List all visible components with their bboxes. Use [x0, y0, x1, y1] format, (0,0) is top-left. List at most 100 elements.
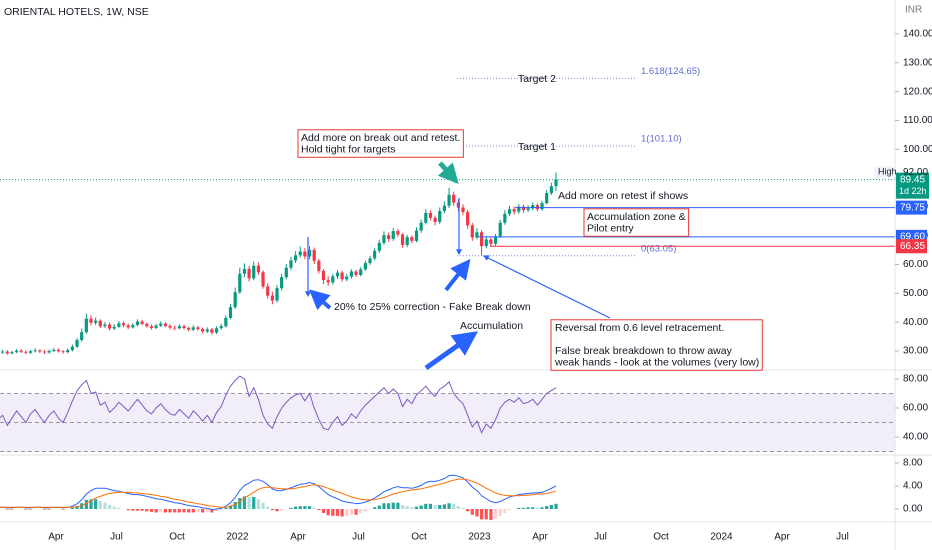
histogram-bar [94, 499, 98, 510]
histogram-bar [159, 509, 163, 512]
candle-body [452, 194, 456, 203]
histogram-bar [475, 509, 479, 517]
histogram-bar [480, 509, 484, 520]
time-label: 2024 [710, 532, 733, 543]
histogram-bar [98, 500, 102, 510]
candle-body [266, 286, 270, 296]
candle-body [461, 207, 465, 213]
y-tick-label: 30.00 [903, 346, 928, 357]
blue-arrow [444, 258, 471, 292]
target-label: Target 1 [518, 141, 556, 153]
high-tag-label: High [878, 167, 897, 177]
time-label: Apr [532, 532, 548, 543]
y-tick-label: 80.00 [903, 374, 928, 385]
candle-body [61, 351, 65, 353]
histogram-bar [493, 509, 498, 519]
candle-body [191, 327, 195, 330]
candle-body [163, 323, 167, 326]
y-tick-label: 60.00 [903, 403, 928, 414]
blue-arrow [309, 289, 332, 311]
histogram-bar [466, 509, 470, 512]
histogram-bar [280, 509, 284, 511]
histogram-bar [363, 509, 367, 512]
histogram-bar [373, 507, 377, 510]
candle-body [554, 179, 558, 187]
candle-body [238, 273, 242, 293]
candle-body [512, 209, 516, 212]
candle-body [373, 250, 377, 259]
candle-body [112, 326, 116, 329]
candle-body [298, 251, 302, 256]
candle-body [117, 323, 121, 327]
candle-body [396, 231, 400, 235]
candle-body [489, 239, 493, 244]
candle-body [252, 265, 256, 279]
annotation-box [550, 319, 763, 371]
candle-body [317, 260, 321, 271]
candle-body [242, 268, 247, 274]
candle-body [303, 251, 307, 257]
y-tick-label: 60.00 [903, 259, 928, 270]
annotation-text: Add more on retest if shows [558, 190, 688, 202]
candle-body [159, 323, 163, 326]
histogram-bar [201, 509, 205, 513]
price-level-label: 66.35 [900, 241, 925, 252]
histogram-bar [554, 503, 558, 510]
annotation: Add more on break out and retest.Hold ti… [297, 129, 464, 158]
fib-label: 0(63.05) [641, 243, 676, 254]
histogram-bar [484, 509, 488, 520]
candle-body [414, 230, 419, 241]
rsi-line [0, 375, 557, 434]
candle-body [38, 350, 42, 352]
time-label: Oct [653, 532, 669, 543]
histogram-bar [321, 509, 326, 514]
candle-body [289, 260, 293, 268]
histogram-bar [428, 503, 433, 510]
candle-body [108, 324, 112, 329]
candle-body [382, 235, 386, 243]
candle-body [517, 206, 521, 212]
fib-label: 1(101.10) [641, 134, 682, 145]
price-level-label: 79.75 [900, 202, 925, 213]
annotation-box [583, 208, 690, 237]
time-label: Jul [594, 532, 607, 543]
candle-body [214, 328, 219, 333]
annotation-text: Hold tight for targets [301, 143, 396, 155]
histogram-bar [284, 509, 288, 510]
y-tick-label: 130.00 [903, 57, 932, 68]
candle-body [470, 225, 474, 238]
annotation: Reversal from 0.6 level retracement. Fals… [550, 319, 763, 371]
candle-body [94, 320, 98, 323]
histogram-bar [531, 507, 535, 510]
histogram-bar [359, 509, 363, 514]
candle-body [173, 327, 177, 329]
histogram-bar [456, 506, 460, 510]
candle-body [52, 349, 56, 351]
high-tag [874, 166, 895, 179]
annotation-text: Pilot entry [587, 222, 634, 234]
accumulation-arrow [424, 331, 479, 371]
histogram-bar [163, 509, 167, 513]
candle-body [84, 318, 88, 333]
histogram-bar [80, 503, 84, 510]
candle-body [349, 271, 353, 277]
histogram-bar [177, 509, 181, 513]
y-tick-label: 40.00 [903, 317, 928, 328]
candle-body [419, 222, 423, 231]
candle-body [359, 269, 363, 275]
candle-body [135, 321, 140, 326]
candle-body [540, 203, 544, 210]
histogram-bar [10, 509, 14, 510]
candle-body [498, 222, 502, 237]
candle-body [80, 332, 84, 341]
candle-body [177, 326, 181, 329]
histogram-bar [256, 499, 260, 510]
histogram-bar [317, 509, 321, 511]
countdown-label: 1d 22h [899, 186, 927, 196]
candle-body [19, 350, 23, 352]
histogram-bar [461, 507, 465, 510]
histogram-bar [433, 504, 437, 510]
candle-body [521, 206, 526, 211]
histogram-bar [349, 509, 353, 515]
price-level-tag [896, 200, 927, 215]
